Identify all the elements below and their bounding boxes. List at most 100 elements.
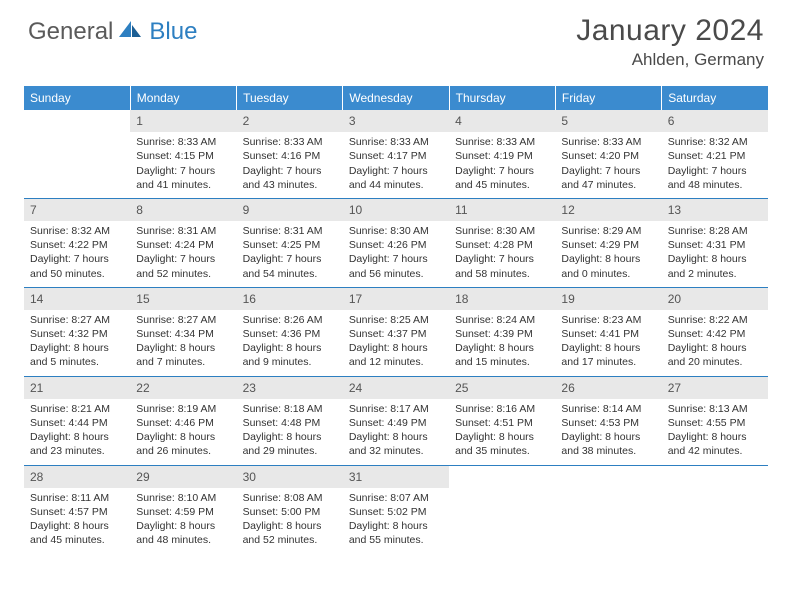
day-number: 19 bbox=[555, 288, 661, 310]
daylight-line-2: and 29 minutes. bbox=[243, 444, 337, 458]
calendar-day-cell: 17Sunrise: 8:25 AMSunset: 4:37 PMDayligh… bbox=[343, 287, 449, 376]
sunrise-line: Sunrise: 8:23 AM bbox=[561, 313, 655, 327]
calendar-day-cell: 31Sunrise: 8:07 AMSunset: 5:02 PMDayligh… bbox=[343, 465, 449, 553]
daylight-line-1: Daylight: 8 hours bbox=[243, 519, 337, 533]
day-detail: Sunrise: 8:07 AMSunset: 5:02 PMDaylight:… bbox=[343, 488, 449, 554]
day-number: 14 bbox=[24, 288, 130, 310]
day-number: 11 bbox=[449, 199, 555, 221]
calendar-week-row: 28Sunrise: 8:11 AMSunset: 4:57 PMDayligh… bbox=[24, 465, 768, 553]
calendar-day-cell: 22Sunrise: 8:19 AMSunset: 4:46 PMDayligh… bbox=[130, 376, 236, 465]
calendar-day-cell: . bbox=[24, 110, 130, 198]
daylight-line-2: and 48 minutes. bbox=[668, 178, 762, 192]
daylight-line-1: Daylight: 8 hours bbox=[136, 430, 230, 444]
day-number: 2 bbox=[237, 110, 343, 132]
daylight-line-1: Daylight: 8 hours bbox=[349, 430, 443, 444]
sunset-line: Sunset: 4:49 PM bbox=[349, 416, 443, 430]
sunset-line: Sunset: 4:24 PM bbox=[136, 238, 230, 252]
calendar-day-cell: 14Sunrise: 8:27 AMSunset: 4:32 PMDayligh… bbox=[24, 287, 130, 376]
daylight-line-2: and 32 minutes. bbox=[349, 444, 443, 458]
sunrise-line: Sunrise: 8:25 AM bbox=[349, 313, 443, 327]
calendar-day-cell: . bbox=[662, 465, 768, 553]
day-detail: Sunrise: 8:27 AMSunset: 4:34 PMDaylight:… bbox=[130, 310, 236, 376]
sunset-line: Sunset: 4:42 PM bbox=[668, 327, 762, 341]
sunset-line: Sunset: 4:29 PM bbox=[561, 238, 655, 252]
daylight-line-2: and 54 minutes. bbox=[243, 267, 337, 281]
daylight-line-2: and 23 minutes. bbox=[30, 444, 124, 458]
day-detail: Sunrise: 8:11 AMSunset: 4:57 PMDaylight:… bbox=[24, 488, 130, 554]
sunset-line: Sunset: 4:22 PM bbox=[30, 238, 124, 252]
sunset-line: Sunset: 4:15 PM bbox=[136, 149, 230, 163]
calendar-day-cell: 29Sunrise: 8:10 AMSunset: 4:59 PMDayligh… bbox=[130, 465, 236, 553]
daylight-line-2: and 2 minutes. bbox=[668, 267, 762, 281]
sunset-line: Sunset: 4:21 PM bbox=[668, 149, 762, 163]
brand-word-2: Blue bbox=[149, 18, 197, 46]
day-detail: Sunrise: 8:10 AMSunset: 4:59 PMDaylight:… bbox=[130, 488, 236, 554]
calendar-day-cell: 8Sunrise: 8:31 AMSunset: 4:24 PMDaylight… bbox=[130, 198, 236, 287]
sunset-line: Sunset: 4:37 PM bbox=[349, 327, 443, 341]
sunrise-line: Sunrise: 8:13 AM bbox=[668, 402, 762, 416]
day-detail: Sunrise: 8:13 AMSunset: 4:55 PMDaylight:… bbox=[662, 399, 768, 465]
day-number: 1 bbox=[130, 110, 236, 132]
sail-icon bbox=[117, 18, 143, 46]
daylight-line-1: Daylight: 8 hours bbox=[243, 341, 337, 355]
calendar-week-row: 7Sunrise: 8:32 AMSunset: 4:22 PMDaylight… bbox=[24, 198, 768, 287]
sunset-line: Sunset: 4:57 PM bbox=[30, 505, 124, 519]
sunrise-line: Sunrise: 8:32 AM bbox=[668, 135, 762, 149]
calendar-day-cell: 28Sunrise: 8:11 AMSunset: 4:57 PMDayligh… bbox=[24, 465, 130, 553]
weekday-header: Thursday bbox=[449, 86, 555, 110]
day-detail: Sunrise: 8:32 AMSunset: 4:21 PMDaylight:… bbox=[662, 132, 768, 198]
sunset-line: Sunset: 4:44 PM bbox=[30, 416, 124, 430]
weekday-header: Tuesday bbox=[237, 86, 343, 110]
day-detail: Sunrise: 8:17 AMSunset: 4:49 PMDaylight:… bbox=[343, 399, 449, 465]
daylight-line-1: Daylight: 8 hours bbox=[455, 341, 549, 355]
day-number: 30 bbox=[237, 466, 343, 488]
sunset-line: Sunset: 4:53 PM bbox=[561, 416, 655, 430]
calendar-day-cell: 18Sunrise: 8:24 AMSunset: 4:39 PMDayligh… bbox=[449, 287, 555, 376]
calendar-week-row: .1Sunrise: 8:33 AMSunset: 4:15 PMDayligh… bbox=[24, 110, 768, 198]
calendar-body: .1Sunrise: 8:33 AMSunset: 4:15 PMDayligh… bbox=[24, 110, 768, 553]
daylight-line-2: and 12 minutes. bbox=[349, 355, 443, 369]
daylight-line-1: Daylight: 8 hours bbox=[30, 519, 124, 533]
day-number: 20 bbox=[662, 288, 768, 310]
daylight-line-1: Daylight: 7 hours bbox=[136, 164, 230, 178]
day-number: 5 bbox=[555, 110, 661, 132]
sunrise-line: Sunrise: 8:10 AM bbox=[136, 491, 230, 505]
sunrise-line: Sunrise: 8:07 AM bbox=[349, 491, 443, 505]
brand-word-1: General bbox=[28, 18, 113, 46]
calendar-day-cell: . bbox=[555, 465, 661, 553]
daylight-line-1: Daylight: 7 hours bbox=[243, 164, 337, 178]
daylight-line-1: Daylight: 7 hours bbox=[136, 252, 230, 266]
sunset-line: Sunset: 4:25 PM bbox=[243, 238, 337, 252]
sunrise-line: Sunrise: 8:33 AM bbox=[455, 135, 549, 149]
calendar-head: SundayMondayTuesdayWednesdayThursdayFrid… bbox=[24, 86, 768, 110]
daylight-line-1: Daylight: 7 hours bbox=[668, 164, 762, 178]
daylight-line-2: and 56 minutes. bbox=[349, 267, 443, 281]
calendar-day-cell: 7Sunrise: 8:32 AMSunset: 4:22 PMDaylight… bbox=[24, 198, 130, 287]
calendar-day-cell: 27Sunrise: 8:13 AMSunset: 4:55 PMDayligh… bbox=[662, 376, 768, 465]
day-number: 7 bbox=[24, 199, 130, 221]
daylight-line-2: and 15 minutes. bbox=[455, 355, 549, 369]
daylight-line-2: and 45 minutes. bbox=[455, 178, 549, 192]
weekday-header: Monday bbox=[130, 86, 236, 110]
daylight-line-2: and 42 minutes. bbox=[668, 444, 762, 458]
day-number: 27 bbox=[662, 377, 768, 399]
weekday-header: Saturday bbox=[662, 86, 768, 110]
calendar-day-cell: 24Sunrise: 8:17 AMSunset: 4:49 PMDayligh… bbox=[343, 376, 449, 465]
day-detail: Sunrise: 8:24 AMSunset: 4:39 PMDaylight:… bbox=[449, 310, 555, 376]
daylight-line-1: Daylight: 8 hours bbox=[455, 430, 549, 444]
sunset-line: Sunset: 4:17 PM bbox=[349, 149, 443, 163]
sunrise-line: Sunrise: 8:14 AM bbox=[561, 402, 655, 416]
sunrise-line: Sunrise: 8:22 AM bbox=[668, 313, 762, 327]
daylight-line-2: and 58 minutes. bbox=[455, 267, 549, 281]
day-number: 29 bbox=[130, 466, 236, 488]
daylight-line-1: Daylight: 8 hours bbox=[561, 341, 655, 355]
brand-logo: General Blue bbox=[28, 14, 197, 46]
sunset-line: Sunset: 4:16 PM bbox=[243, 149, 337, 163]
day-number: 23 bbox=[237, 377, 343, 399]
day-number: 10 bbox=[343, 199, 449, 221]
daylight-line-2: and 35 minutes. bbox=[455, 444, 549, 458]
daylight-line-2: and 0 minutes. bbox=[561, 267, 655, 281]
daylight-line-1: Daylight: 7 hours bbox=[349, 164, 443, 178]
sunrise-line: Sunrise: 8:33 AM bbox=[136, 135, 230, 149]
daylight-line-1: Daylight: 8 hours bbox=[668, 252, 762, 266]
